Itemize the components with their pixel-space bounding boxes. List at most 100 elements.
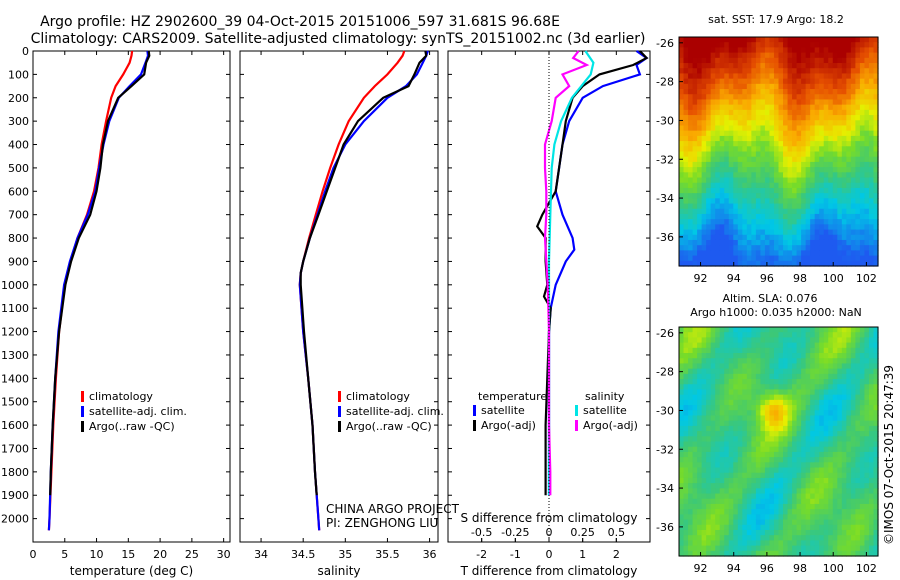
heatmap-cell (710, 394, 716, 401)
heatmap-cell (764, 255, 771, 262)
heatmap-cell (855, 436, 861, 443)
heatmap-cell (746, 399, 752, 406)
heatmap-cell (683, 146, 689, 153)
heatmap-cell (742, 550, 748, 557)
heatmap-cell (846, 135, 852, 142)
heatmap-cell (819, 89, 825, 95)
heatmap-cell (719, 161, 725, 168)
heatmap-cell (728, 229, 734, 236)
heatmap-cell (810, 550, 816, 557)
heatmap-cell (724, 73, 730, 80)
heatmap-cell (864, 109, 870, 116)
heatmap-cell (746, 379, 752, 385)
heatmap-cell (715, 104, 721, 111)
heatmap-cell (688, 68, 694, 75)
heatmap-cell (742, 78, 748, 85)
heatmap-cell (728, 379, 734, 385)
heatmap-cell (742, 120, 748, 127)
heatmap-cell (787, 488, 793, 495)
heatmap-cell (692, 229, 698, 236)
heatmap-cell (760, 394, 766, 401)
heatmap-cell (841, 373, 847, 380)
heatmap-cell (846, 399, 852, 406)
heatmap-cell (692, 177, 698, 184)
heatmap-cell (719, 441, 725, 448)
heatmap-cell (792, 161, 798, 168)
heatmap-cell (719, 394, 725, 401)
heatmap-cell (783, 488, 789, 495)
heatmap-cell (683, 524, 689, 531)
heatmap-cell (737, 47, 743, 54)
heatmap-cell (783, 389, 789, 396)
heatmap-cell (846, 115, 852, 121)
heatmap-cell (697, 337, 703, 344)
heatmap-cell (751, 483, 757, 489)
heatmap-cell (855, 172, 861, 179)
heatmap-cell (692, 63, 698, 69)
heatmap-cell (859, 161, 866, 168)
heatmap-cell (773, 42, 780, 48)
heatmap-cell (719, 327, 725, 333)
heatmap-cell (783, 373, 789, 380)
heatmap-cell (688, 161, 694, 168)
heatmap-cell (846, 415, 852, 422)
heatmap-cell (737, 37, 743, 43)
heatmap-cell (810, 104, 816, 111)
heatmap-cell (850, 146, 856, 153)
heatmap-cell (832, 89, 838, 95)
heatmap-cell (755, 483, 762, 489)
heatmap-cell (841, 519, 847, 526)
heatmap-cell (724, 42, 730, 48)
heatmap-cell (832, 425, 838, 432)
heatmap-cell (873, 99, 879, 106)
heatmap-cell (859, 363, 866, 370)
heatmap-cell (710, 524, 716, 531)
heatmap-cell (783, 68, 789, 75)
heatmap-cell (755, 540, 762, 547)
heatmap-cell (864, 337, 870, 344)
heatmap-cell (715, 451, 721, 458)
x-tick-label: 15 (121, 548, 135, 561)
heatmap-cell (742, 425, 748, 432)
heatmap-cell (760, 509, 766, 515)
heatmap-cell (706, 239, 712, 246)
heatmap-cell (683, 483, 689, 489)
heatmap-cell (832, 213, 838, 220)
heatmap-cell (814, 120, 820, 127)
heatmap-cell (859, 83, 866, 90)
heatmap-cell (764, 47, 771, 54)
heatmap-cell (864, 394, 870, 401)
heatmap-cell (859, 130, 866, 137)
heatmap-cell (846, 94, 852, 101)
heatmap-cell (850, 224, 856, 231)
heatmap-cell (769, 451, 775, 458)
heatmap-cell (760, 347, 766, 354)
heatmap-cell (710, 115, 716, 121)
heatmap-cell (706, 436, 712, 443)
heatmap-cell (846, 394, 852, 401)
heatmap-cell (864, 441, 870, 448)
heatmap-cell (846, 120, 852, 127)
heatmap-cell (868, 467, 875, 474)
heatmap-cell (868, 483, 875, 489)
heatmap-cell (823, 420, 829, 427)
heatmap-cell (832, 177, 838, 184)
heatmap-cell (697, 514, 703, 521)
heatmap-cell (769, 472, 775, 479)
series-line (299, 50, 428, 496)
heatmap-cell (710, 327, 716, 333)
heatmap-cell (742, 441, 748, 448)
heatmap-cell (792, 177, 798, 184)
heatmap-cell (828, 347, 834, 354)
heatmap-cell (823, 47, 829, 54)
heatmap-cell (724, 99, 730, 106)
heatmap-cell (719, 462, 725, 469)
heatmap-cell (801, 52, 807, 59)
heatmap-cell (679, 347, 685, 354)
heatmap-cell (837, 203, 843, 210)
heatmap-cell (783, 219, 789, 225)
heatmap-cell (787, 94, 793, 101)
heatmap-cell (792, 172, 798, 179)
heatmap-cell (751, 477, 757, 484)
heatmap-cell (859, 219, 866, 225)
